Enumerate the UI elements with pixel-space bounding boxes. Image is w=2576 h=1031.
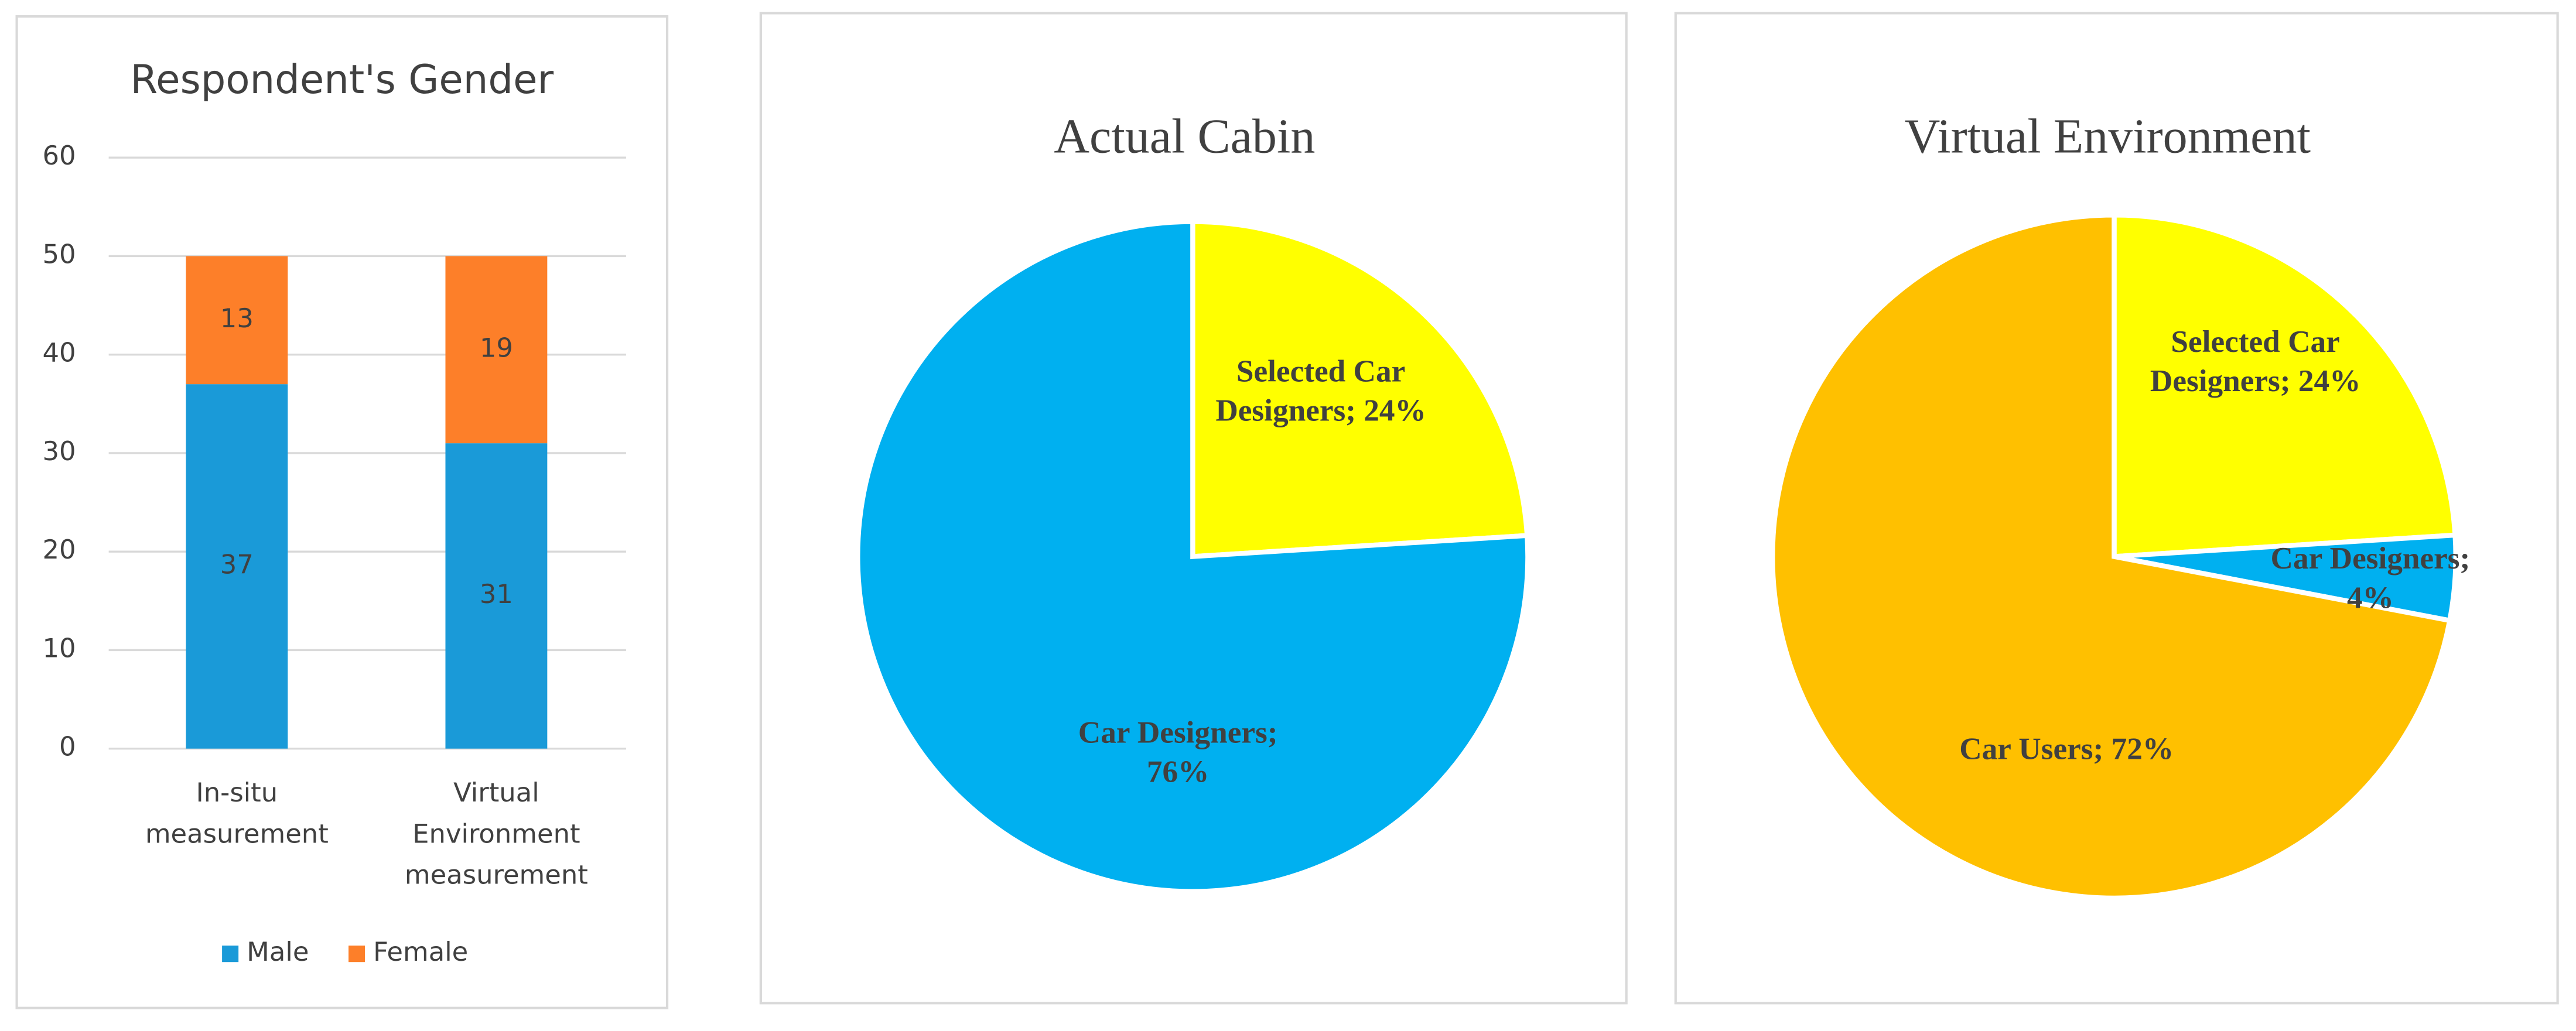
pie-slice (2112, 213, 2458, 560)
bar (445, 256, 548, 444)
bar (186, 384, 288, 749)
pie-slice (855, 219, 1530, 894)
bar (186, 256, 288, 385)
y-tick-label: 20 (42, 534, 76, 565)
y-tick-label: 10 (42, 632, 76, 663)
legend-swatch (349, 946, 365, 963)
x-tick-label: In-situ measurement (145, 777, 329, 849)
data-label: Car Designers; 76% (1078, 715, 1278, 789)
chart-title: Virtual Environment (1905, 109, 2311, 163)
y-tick-label: 0 (59, 731, 76, 762)
bar (445, 443, 548, 749)
legend-swatch (222, 946, 239, 963)
legend-label: Female (373, 936, 468, 967)
y-tick-label: 60 (42, 140, 76, 171)
legend-label: Male (247, 936, 309, 967)
data-label: Selected Car Designers; 24% (2150, 324, 2361, 398)
pie-slice (1770, 213, 2453, 901)
data-label: 37 (220, 549, 254, 580)
y-tick-label: 50 (42, 238, 76, 269)
y-tick-label: 40 (42, 337, 76, 368)
chart-title: Actual Cabin (1054, 109, 1315, 163)
data-label: 31 (480, 578, 513, 609)
pie-slice (1190, 219, 1530, 560)
x-tick-label: Virtual Environment measurement (405, 777, 588, 890)
y-tick-label: 30 (42, 436, 76, 467)
chart-title: Respondent's Gender (130, 57, 554, 102)
data-label: Car Designers; 4% (2271, 541, 2471, 615)
data-label: Selected Car Designers; 24% (1215, 354, 1426, 428)
data-label: 13 (220, 303, 254, 334)
data-label: Car Users; 72% (1959, 732, 2174, 766)
panel (15, 15, 669, 1009)
data-label: 19 (480, 332, 513, 363)
